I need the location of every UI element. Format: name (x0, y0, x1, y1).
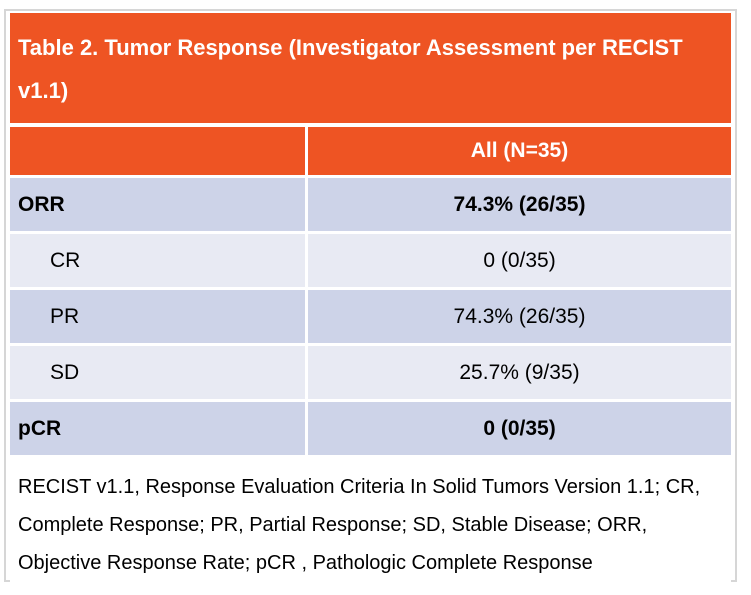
header-cell-all-n35: All (N=35) (308, 127, 731, 175)
header-cell-empty (10, 127, 305, 175)
table-row-orr: ORR 74.3% (26/35) (10, 178, 731, 231)
row-value-pcr: 0 (0/35) (308, 402, 731, 455)
table-footnote: RECIST v1.1, Response Evaluation Criteri… (10, 458, 731, 582)
row-label-pcr: pCR (10, 402, 305, 455)
row-label-cr: CR (10, 234, 305, 287)
row-value-pr: 74.3% (26/35) (308, 290, 731, 343)
table-row-pr: PR 74.3% (26/35) (10, 290, 731, 343)
row-value-orr: 74.3% (26/35) (308, 178, 731, 231)
table-row-cr: CR 0 (0/35) (10, 234, 731, 287)
table-row-pcr: pCR 0 (0/35) (10, 402, 731, 455)
table-card: Table 2. Tumor Response (Investigator As… (4, 9, 737, 582)
row-value-cr: 0 (0/35) (308, 234, 731, 287)
row-label-orr: ORR (10, 178, 305, 231)
table-title: Table 2. Tumor Response (Investigator As… (10, 13, 731, 123)
row-label-sd: SD (10, 346, 305, 399)
row-label-pr: PR (10, 290, 305, 343)
table-row-sd: SD 25.7% (9/35) (10, 346, 731, 399)
table-header-row: All (N=35) (10, 127, 731, 175)
row-value-sd: 25.7% (9/35) (308, 346, 731, 399)
